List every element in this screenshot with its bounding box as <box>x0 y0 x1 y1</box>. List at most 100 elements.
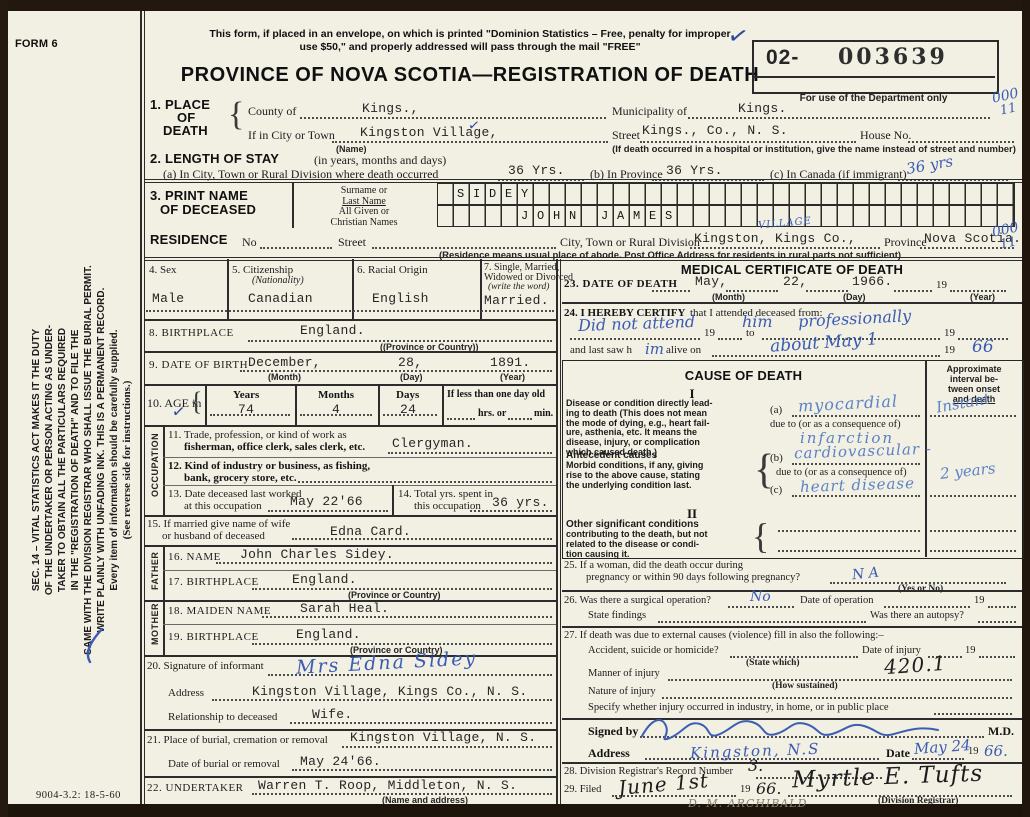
operation-date-label: Date of operation <box>800 595 874 606</box>
certify-dots <box>958 338 1008 340</box>
mother-strip-divider <box>163 600 165 655</box>
burial-date-value: May 24'66. <box>300 754 382 769</box>
sidebar-line: WRITE PLAINLY WITH UNFADING INK. THIS IS… <box>96 287 107 633</box>
operation-19: 19 <box>974 595 985 606</box>
residence-no-dots <box>260 247 332 249</box>
injury-date-label: Date of injury <box>862 645 921 656</box>
racial-origin-value: English <box>372 291 429 306</box>
row25-rule <box>562 590 1022 592</box>
trade-label2: fisherman, office clerk, sales clerk, et… <box>184 441 366 453</box>
last-saw-19: 19 <box>944 344 955 356</box>
department-stamp-box <box>752 40 999 94</box>
residence-city-label: City, Town or Rural Division <box>560 235 700 249</box>
signed-rule <box>562 762 1022 764</box>
mother-rule <box>145 655 556 657</box>
occ-1314-divider <box>392 485 394 515</box>
antecedent-line: the underlying condition last. <box>566 479 692 490</box>
other-title: Other significant conditions <box>566 519 699 530</box>
residence-caption: (Residence means usual place of abode. P… <box>438 250 902 261</box>
residence-no-label: No <box>242 235 257 249</box>
certify-dots <box>762 338 940 340</box>
row9-rule <box>145 384 556 386</box>
age-months-value: 4 <box>332 402 341 417</box>
dod-19: 19 <box>936 279 947 291</box>
citizenship-value: Canadian <box>248 291 313 306</box>
informant-dots <box>268 674 552 676</box>
other-dots <box>778 550 920 552</box>
cell-divider <box>352 259 354 319</box>
interval-header1: Approximate <box>946 364 1002 374</box>
certify-hand-him: him <box>742 312 773 331</box>
pregnancy-dots <box>830 582 1006 584</box>
citizenship-sublabel: (Nationality) <box>252 275 304 286</box>
mother-birthplace-caption: (Province or Country) <box>350 645 443 655</box>
informant-address-value: Kingston Village, Kings Co., N. S. <box>252 684 528 699</box>
dob-month-caption: (Month) <box>268 372 301 382</box>
checkmark-icon: ✓ <box>466 117 481 135</box>
residence-province-dots <box>920 247 1014 249</box>
sidebar-line: OF THE UNDERTAKER OR PERSON ACTING AS UN… <box>44 324 55 596</box>
dod-year-caption: (Year) <box>970 292 996 302</box>
age-hrs-label: hrs. or <box>478 408 507 419</box>
dob-day-caption: (Day) <box>400 372 423 382</box>
father-strip-divider <box>163 545 165 600</box>
interval-dots <box>930 415 1016 417</box>
father-birthplace-value: England. <box>292 572 357 587</box>
specify-label: Specify whether injury occurred in indus… <box>588 702 889 713</box>
manner-dots <box>668 679 1012 681</box>
marital-label2: Widowed or Divorced <box>484 272 574 283</box>
sex-label: 4. Sex <box>149 264 177 276</box>
cause-c-dots <box>792 495 920 497</box>
accident-label: Accident, suicide or homicide? <box>588 645 719 656</box>
age-days-label: Days <box>396 389 420 401</box>
last-saw-label: and last saw h <box>570 344 633 356</box>
last-worked-label1: 13. Date deceased last worked <box>168 488 302 500</box>
father-vertical-label: FATHER <box>150 551 160 590</box>
other-brace: { <box>752 516 770 556</box>
residence-street-dots <box>372 247 556 249</box>
age-dots <box>383 414 437 416</box>
last-worked-value: May 22'66 <box>290 494 363 509</box>
nature-label: Nature of injury <box>588 686 656 697</box>
street-value: Kings., Co., N. S. <box>642 123 788 138</box>
signed-dots <box>640 736 984 738</box>
stay-a-dotted-line <box>498 179 584 181</box>
signed-address-label: Address <box>588 746 630 760</box>
cell-divider <box>227 259 229 319</box>
signed-year: 66. <box>984 742 1008 760</box>
trade-value: Clergyman. <box>392 436 474 451</box>
cause-c-label: (c) <box>770 484 783 496</box>
disease-desc-line: Disease or condition directly lead- <box>566 398 713 408</box>
certify-dots <box>570 338 700 340</box>
pregnancy-label1: 25. If a woman, did the death occur duri… <box>564 560 744 571</box>
age-months-label: Months <box>318 389 355 401</box>
cause-due1-label: due to (or as a consequence of) <box>770 419 901 430</box>
disease-desc-line: ing to death (This does not mean <box>566 407 708 418</box>
marital-value: Married. <box>484 293 549 308</box>
date-of-death-label: 23. DATE OF DEATH <box>564 278 678 290</box>
name-caption: (Name) <box>336 144 367 154</box>
dob-month: December, <box>248 355 321 370</box>
manner-label: Manner of injury <box>588 668 660 679</box>
print-name-label2: OF DECEASED <box>160 202 257 217</box>
antecedent-brace: { <box>754 447 775 493</box>
scan-edge-right <box>1022 0 1030 817</box>
surgical-label: 26. Was there a surgical operation? <box>564 595 711 606</box>
county-label: County of <box>248 104 297 118</box>
mother-thin-rule <box>163 624 556 625</box>
row20-rule <box>145 729 556 731</box>
scan-edge-bottom <box>0 804 1030 817</box>
signed-date-label: Date <box>886 746 910 760</box>
age-cell-divider <box>378 384 380 425</box>
margin-divider-line <box>143 11 145 804</box>
interval-column-divider <box>925 360 927 557</box>
row4-rule <box>145 319 556 321</box>
last-saw-dots <box>712 355 940 357</box>
dod-year: 1966. <box>852 274 893 289</box>
sidebar-line: SEC. 14 – VITAL STATISTICS ACT MAKES IT … <box>31 328 42 592</box>
dob-year: 1891. <box>490 355 531 370</box>
stay-c-dotted-line <box>898 179 1008 181</box>
residence-label: RESIDENCE <box>150 232 228 247</box>
record-number-dots <box>756 777 882 779</box>
total-yrs-dots <box>470 510 552 512</box>
